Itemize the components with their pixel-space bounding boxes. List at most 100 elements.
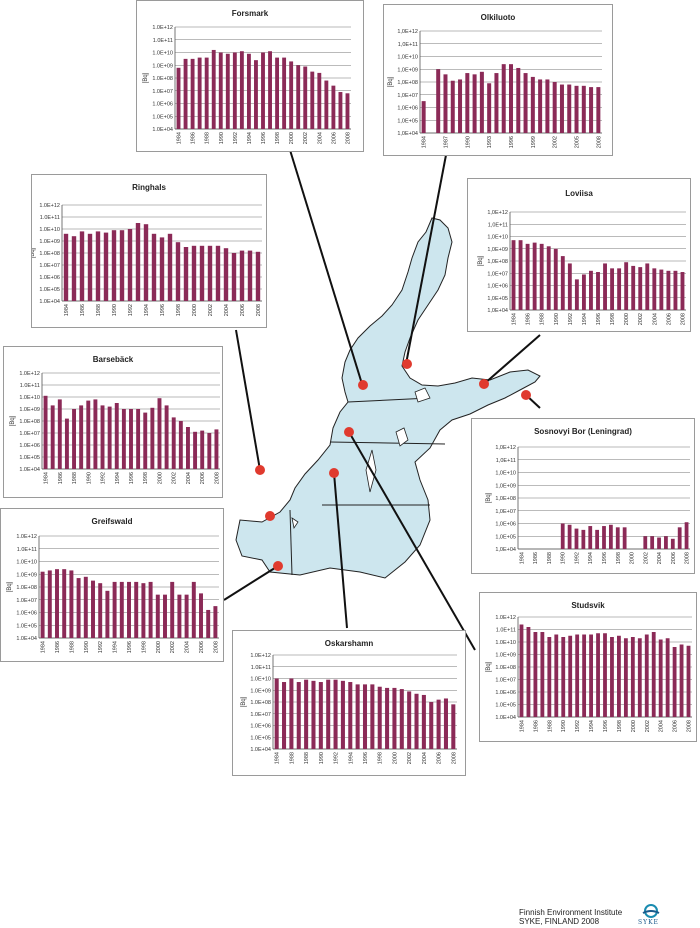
bar-1986 [436, 69, 441, 133]
bar-1991 [119, 230, 125, 301]
bar-2004 [658, 639, 663, 717]
x-tick-label: 1999 [531, 136, 537, 148]
y-tick-label: 1.0E+04 [16, 636, 37, 642]
x-tick-label: 2006 [671, 552, 677, 564]
y-tick-label: 1,0E+06 [495, 522, 516, 528]
x-tick-label: 1984 [41, 641, 47, 653]
marker-loviisa [479, 379, 489, 389]
bar-2000 [191, 245, 197, 301]
y-tick-label: 1.0E+05 [16, 623, 37, 629]
bar-2000 [624, 262, 629, 310]
y-tick-label: 1,0E+05 [495, 534, 516, 540]
bar-1997 [603, 263, 607, 310]
bar-1989 [311, 680, 316, 749]
x-tick-label: 1992 [334, 752, 340, 764]
x-tick-label: 1994 [247, 132, 253, 144]
y-tick-label: 1.0E+04 [250, 747, 271, 753]
bar-1999 [623, 638, 628, 717]
y-tick-label: 1,0E+12 [397, 29, 418, 35]
x-tick-label: 1990 [86, 472, 92, 484]
y-tick-label: 1,0E+04 [397, 131, 418, 137]
bar-1996 [129, 409, 133, 469]
y-tick-label: 1.0E+10 [16, 560, 37, 566]
x-tick-label: 2002 [643, 552, 649, 564]
x-tick-label: 2006 [200, 472, 206, 484]
bar-2000 [392, 687, 397, 749]
bar-2001 [163, 594, 167, 638]
bar-1983 [176, 67, 181, 129]
bar-2006 [200, 430, 205, 469]
x-tick-label: 2008 [345, 132, 351, 144]
y-tick-label: 1.0E+11 [496, 628, 516, 634]
bar-1986 [79, 231, 85, 301]
bar-2001 [637, 638, 642, 717]
bar-1988 [547, 637, 552, 717]
bar-2002 [207, 245, 213, 301]
marker-studsvik [344, 427, 354, 437]
bar-1996 [362, 684, 368, 749]
bar-2006 [338, 92, 343, 129]
chart-panel-ringhals: Ringhals 1.0E+04 1.0E+05 1.0E+06 1.0E+07 1.0… [31, 174, 267, 328]
bar-1994 [581, 274, 586, 310]
bar-2001 [631, 265, 636, 310]
x-tick-label: 2008 [213, 641, 219, 653]
bar-2002 [644, 634, 649, 717]
bar-1998 [377, 686, 382, 749]
x-tick-label: 1998 [616, 552, 622, 564]
x-tick-label: 1984 [44, 472, 50, 484]
bar-1990 [465, 73, 470, 133]
x-tick-label: 1986 [55, 641, 61, 653]
chart-title: Loviisa [565, 189, 593, 198]
y-axis-label: [Bq] [241, 696, 247, 707]
x-tick-label: 1988 [289, 752, 295, 764]
bar-2005 [574, 85, 579, 133]
y-tick-label: 1.0E+11 [153, 38, 173, 44]
x-tick-label: 1990 [465, 136, 471, 148]
y-tick-label: 1.0E+08 [39, 251, 60, 257]
bar-1994 [114, 403, 119, 469]
bar-1993 [107, 406, 112, 469]
bar-1991 [567, 524, 572, 549]
bar-1999 [183, 247, 189, 301]
bar-1986 [533, 632, 538, 717]
y-tick-label: 1.0E+12 [19, 371, 40, 377]
bar-1995 [261, 52, 265, 129]
y-tick-label: 1,0E+08 [495, 496, 516, 502]
bar-1985 [47, 570, 52, 638]
bar-1988 [69, 570, 74, 638]
x-tick-label: 1998 [275, 132, 281, 144]
y-tick-label: 1.0E+10 [250, 677, 271, 683]
bar-2000 [538, 79, 543, 133]
x-tick-label: 1990 [319, 752, 325, 764]
chart-panel-loviisa: Loviisa 1,0E+04 1,0E+05 1,0E+06 1,0E+07 1,0E… [467, 178, 691, 332]
bar-2006 [666, 270, 671, 310]
bar-2004 [223, 248, 229, 301]
y-tick-label: 1.0E+04 [39, 299, 60, 305]
bar-1984 [40, 571, 45, 638]
x-tick-label: 1984 [64, 304, 70, 316]
bar-1990 [111, 230, 117, 301]
chart-panel-studsvik: Studsvik 1.0E+04 1.0E+05 1.0E+06 1.0E+07 1.0… [479, 592, 697, 742]
x-tick-label: 2002 [303, 132, 309, 144]
x-tick-label: 2000 [392, 752, 398, 764]
bar-2004 [184, 594, 189, 638]
y-tick-label: 1,0E+04 [487, 308, 508, 314]
x-tick-label: 1988 [304, 752, 310, 764]
bar-2006 [199, 593, 203, 638]
bar-1993 [574, 279, 579, 310]
y-tick-label: 1.0E+05 [39, 287, 60, 293]
chart-title: Forsmark [231, 9, 269, 18]
y-tick-label: 1,0E+08 [397, 80, 418, 86]
y-tick-label: 1.0E+12 [495, 615, 516, 621]
y-tick-label: 1.0E+07 [39, 263, 60, 269]
y-tick-label: 1.0E+08 [152, 76, 173, 82]
bar-1991 [560, 256, 565, 310]
bar-2003 [178, 421, 183, 469]
bar-1987 [62, 569, 67, 638]
x-tick-label: 2002 [638, 313, 644, 325]
y-tick-label: 1.0E+09 [39, 239, 60, 245]
x-tick-label: 2004 [652, 313, 658, 325]
x-tick-label: 1986 [533, 552, 539, 564]
y-tick-label: 1,0E+11 [398, 42, 418, 48]
y-tick-label: 1.0E+10 [39, 227, 60, 233]
